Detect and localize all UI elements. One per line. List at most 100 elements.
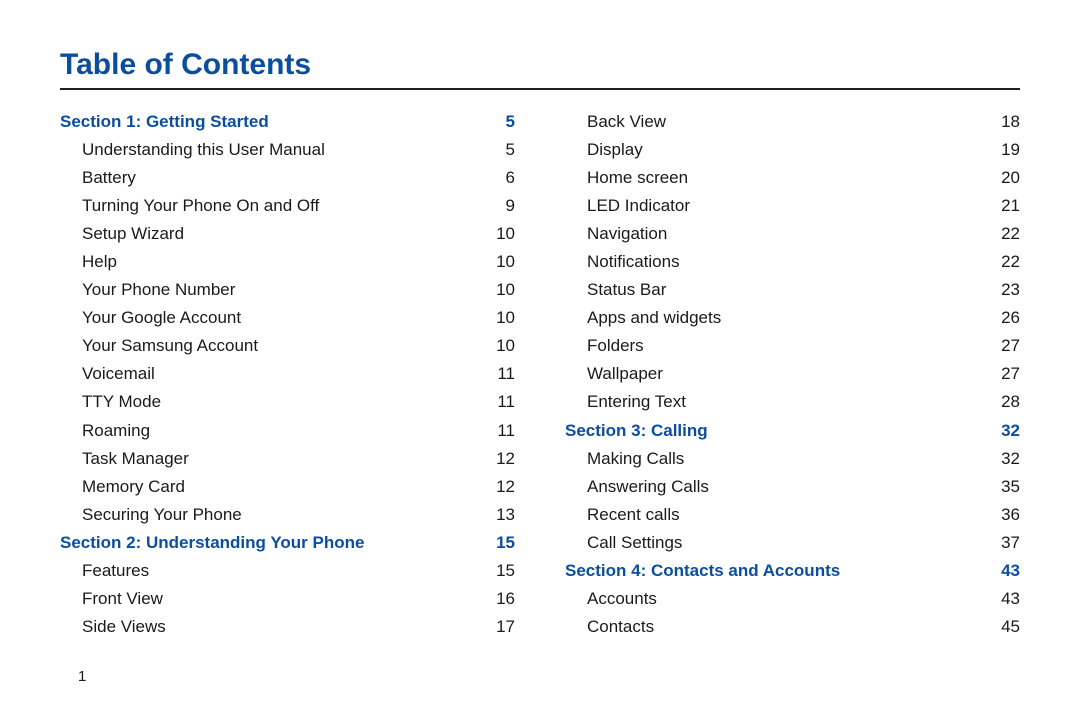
toc-page: 36 xyxy=(1001,501,1020,529)
toc-page: 28 xyxy=(1001,388,1020,416)
toc-page: 21 xyxy=(1001,192,1020,220)
toc-entry-row[interactable]: Answering Calls 35 xyxy=(565,473,1020,501)
toc-entry-row[interactable]: Your Phone Number 10 xyxy=(60,276,515,304)
toc-page: 12 xyxy=(496,445,515,473)
toc-entry-row[interactable]: Home screen 20 xyxy=(565,164,1020,192)
toc-entry-label: Apps and widgets xyxy=(587,304,721,332)
toc-entry-row[interactable]: Folders 27 xyxy=(565,332,1020,360)
toc-entry-row[interactable]: Setup Wizard 10 xyxy=(60,220,515,248)
toc-page: 27 xyxy=(1001,332,1020,360)
toc-entry-label: Status Bar xyxy=(587,276,666,304)
toc-page: 10 xyxy=(496,332,515,360)
toc-entry-row[interactable]: Back View 18 xyxy=(565,108,1020,136)
toc-page: 43 xyxy=(1001,585,1020,613)
toc-page: 10 xyxy=(496,220,515,248)
toc-entry-label: Wallpaper xyxy=(587,360,663,388)
toc-page: 5 xyxy=(506,136,515,164)
toc-entry-label: Your Phone Number xyxy=(82,276,235,304)
toc-entry-row[interactable]: Wallpaper 27 xyxy=(565,360,1020,388)
toc-entry-label: Front View xyxy=(82,585,163,613)
title-rule xyxy=(60,88,1020,90)
toc-entry-label: Folders xyxy=(587,332,644,360)
toc-entry-row[interactable]: Roaming11 xyxy=(60,417,515,445)
toc-entry-label: Accounts xyxy=(587,585,657,613)
toc-section-row[interactable]: Section 2: Understanding Your Phone 15 xyxy=(60,529,515,557)
toc-page: 6 xyxy=(506,164,515,192)
toc-entry-label: Your Samsung Account xyxy=(82,332,258,360)
toc-entry-row[interactable]: Task Manager12 xyxy=(60,445,515,473)
toc-page: 10 xyxy=(496,276,515,304)
toc-entry-row[interactable]: Recent calls36 xyxy=(565,501,1020,529)
toc-page: 32 xyxy=(1001,417,1020,445)
toc-entry-row[interactable]: Notifications 22 xyxy=(565,248,1020,276)
toc-entry-label: Features xyxy=(82,557,149,585)
toc-page: 27 xyxy=(1001,360,1020,388)
toc-page: 32 xyxy=(1001,445,1020,473)
toc-entry-row[interactable]: Display19 xyxy=(565,136,1020,164)
toc-section-label: Section 3: Calling xyxy=(565,417,708,445)
toc-entry-label: Making Calls xyxy=(587,445,684,473)
toc-page: 22 xyxy=(1001,248,1020,276)
toc-entry-row[interactable]: Status Bar23 xyxy=(565,276,1020,304)
toc-entry-label: Battery xyxy=(82,164,136,192)
toc-entry-row[interactable]: Help10 xyxy=(60,248,515,276)
toc-entry-row[interactable]: Apps and widgets 26 xyxy=(565,304,1020,332)
toc-entry-label: LED Indicator xyxy=(587,192,690,220)
toc-page: 11 xyxy=(497,360,515,388)
toc-entry-label: Display xyxy=(587,136,643,164)
toc-page: 15 xyxy=(496,529,515,557)
toc-entry-label: Notifications xyxy=(587,248,680,276)
toc-entry-row[interactable]: Side Views17 xyxy=(60,613,515,641)
toc-section-row[interactable]: Section 1: Getting Started 5 xyxy=(60,108,515,136)
toc-page: 45 xyxy=(1001,613,1020,641)
toc-entry-row[interactable]: Your Google Account10 xyxy=(60,304,515,332)
toc-page: 37 xyxy=(1001,529,1020,557)
toc-entry-label: Answering Calls xyxy=(587,473,709,501)
toc-page: 13 xyxy=(496,501,515,529)
toc-page: 26 xyxy=(1001,304,1020,332)
toc-entry-row[interactable]: Securing Your Phone13 xyxy=(60,501,515,529)
toc-page: 22 xyxy=(1001,220,1020,248)
toc-entry-label: Home screen xyxy=(587,164,688,192)
toc-entry-row[interactable]: Contacts45 xyxy=(565,613,1020,641)
toc-entry-label: Call Settings xyxy=(587,529,682,557)
toc-entry-row[interactable]: Your Samsung Account 10 xyxy=(60,332,515,360)
toc-entry-row[interactable]: Making Calls 32 xyxy=(565,445,1020,473)
toc-entry-row[interactable]: Front View16 xyxy=(60,585,515,613)
toc-page: 5 xyxy=(506,108,515,136)
toc-entry-row[interactable]: Voicemail11 xyxy=(60,360,515,388)
toc-entry-row[interactable]: LED Indicator 21 xyxy=(565,192,1020,220)
toc-columns: Section 1: Getting Started 5Understanding… xyxy=(60,108,1020,641)
toc-entry-row[interactable]: Understanding this User Manual5 xyxy=(60,136,515,164)
toc-entry-row[interactable]: Call Settings 37 xyxy=(565,529,1020,557)
toc-entry-label: TTY Mode xyxy=(82,388,161,416)
toc-page: 12 xyxy=(496,473,515,501)
toc-section-label: Section 1: Getting Started xyxy=(60,108,269,136)
toc-column-right: Back View18Display19Home screen20LED Ind… xyxy=(565,108,1020,641)
toc-entry-label: Back View xyxy=(587,108,666,136)
toc-entry-row[interactable]: Battery 6 xyxy=(60,164,515,192)
toc-section-label: Section 2: Understanding Your Phone xyxy=(60,529,364,557)
toc-entry-label: Setup Wizard xyxy=(82,220,184,248)
toc-entry-label: Side Views xyxy=(82,613,166,641)
toc-entry-label: Memory Card xyxy=(82,473,185,501)
toc-page: 10 xyxy=(496,304,515,332)
toc-section-row[interactable]: Section 3: Calling 32 xyxy=(565,417,1020,445)
toc-section-row[interactable]: Section 4: Contacts and Accounts43 xyxy=(565,557,1020,585)
toc-page: 35 xyxy=(1001,473,1020,501)
toc-entry-label: Turning Your Phone On and Off xyxy=(82,192,319,220)
toc-page: 10 xyxy=(496,248,515,276)
toc-entry-row[interactable]: TTY Mode 11 xyxy=(60,388,515,416)
toc-entry-row[interactable]: Features15 xyxy=(60,557,515,585)
toc-entry-label: Roaming xyxy=(82,417,150,445)
toc-entry-row[interactable]: Entering Text28 xyxy=(565,388,1020,416)
toc-column-left: Section 1: Getting Started 5Understanding… xyxy=(60,108,515,641)
toc-entry-row[interactable]: Navigation 22 xyxy=(565,220,1020,248)
toc-page: 20 xyxy=(1001,164,1020,192)
toc-page: 11 xyxy=(497,388,515,416)
toc-page: 18 xyxy=(1001,108,1020,136)
toc-entry-row[interactable]: Memory Card 12 xyxy=(60,473,515,501)
toc-entry-row[interactable]: Turning Your Phone On and Off9 xyxy=(60,192,515,220)
toc-entry-row[interactable]: Accounts 43 xyxy=(565,585,1020,613)
toc-entry-label: Navigation xyxy=(587,220,667,248)
